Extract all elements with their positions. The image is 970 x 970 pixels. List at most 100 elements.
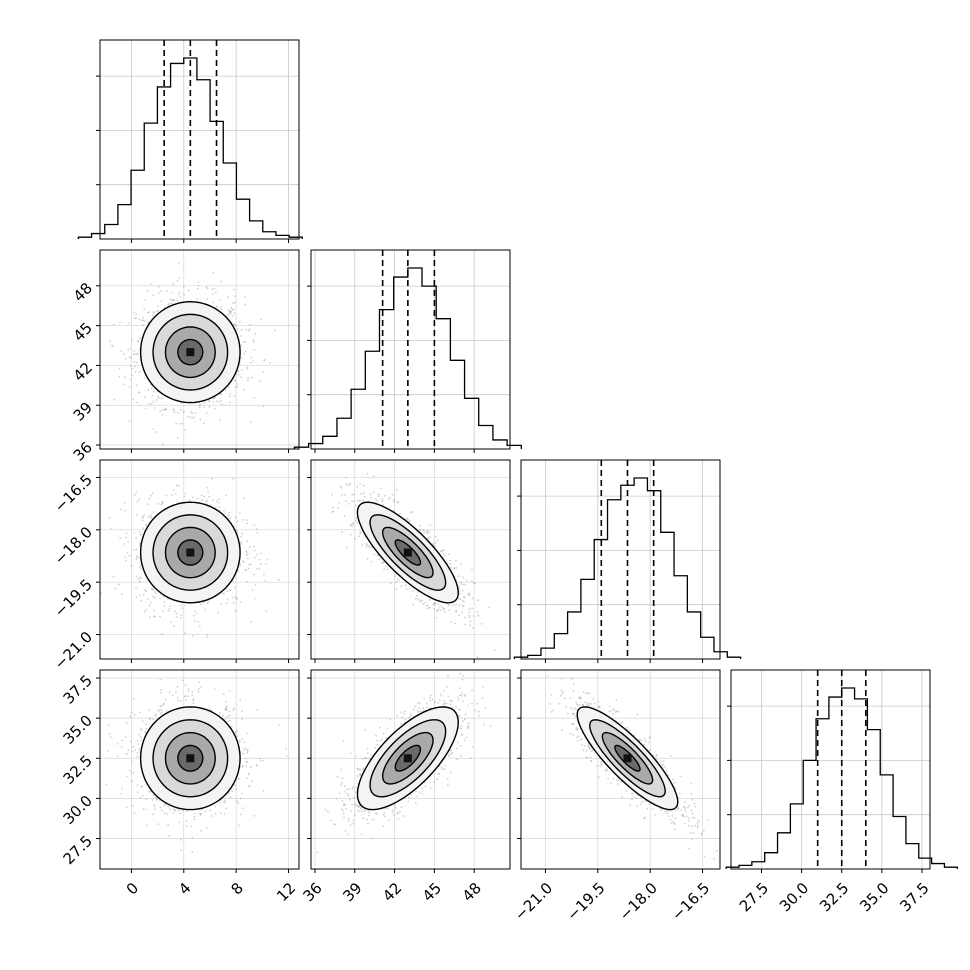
scatter-point [423, 532, 425, 534]
scatter-point [219, 299, 222, 301]
scatter-point [348, 503, 350, 505]
scatter-point [471, 597, 474, 600]
scatter-point [165, 407, 167, 410]
scatter-point [463, 596, 466, 599]
scatter-point [236, 729, 238, 732]
y-tick-label: 39 [70, 399, 96, 425]
scatter-point [474, 582, 477, 585]
scatter-point [395, 488, 398, 491]
scatter-point [339, 485, 342, 488]
scatter-point [208, 400, 211, 403]
scatter-point [462, 605, 465, 608]
scatter-point [146, 503, 149, 505]
scatter-point [140, 599, 142, 602]
scatter-point [152, 311, 155, 313]
scatter-point [213, 407, 216, 410]
scatter-point [266, 559, 268, 561]
scatter-point [253, 573, 256, 576]
scatter-point [349, 534, 352, 536]
scatter-point [110, 527, 113, 530]
scatter-point [153, 407, 156, 409]
scatter-point [136, 401, 138, 404]
scatter-point [219, 393, 222, 396]
scatter-point [200, 494, 203, 496]
scatter-point [237, 328, 239, 330]
scatter-point [121, 739, 124, 742]
scatter-point [200, 603, 202, 606]
scatter-point [197, 281, 200, 283]
scatter-point [455, 559, 457, 562]
scatter-point [143, 514, 146, 516]
scatter-point [210, 504, 212, 506]
scatter-point [191, 635, 194, 637]
scatter-point [254, 333, 256, 335]
scatter-point [244, 303, 247, 306]
scatter-point [119, 321, 121, 324]
scatter-point [138, 391, 141, 394]
scatter-point [470, 580, 473, 583]
scatter-point [393, 499, 395, 501]
scatter-point [455, 567, 457, 569]
scatter-point [356, 485, 359, 488]
scatter-point [193, 815, 196, 818]
scatter-point [246, 580, 248, 583]
scatter-point [129, 356, 131, 359]
y-tick-label: 45 [70, 319, 96, 345]
scatter-point [464, 623, 467, 626]
scatter-point [169, 298, 172, 301]
scatter-point [242, 807, 244, 810]
scatter-point [191, 417, 194, 419]
scatter-point [179, 296, 182, 298]
scatter-point [278, 578, 280, 581]
scatter-point [141, 519, 144, 522]
scatter-point [234, 323, 237, 326]
scatter-point [391, 493, 394, 496]
scatter-point [131, 760, 134, 763]
scatter-point [234, 295, 237, 297]
scatter-point [367, 544, 370, 547]
scatter-point [464, 583, 467, 586]
scatter-point [240, 535, 243, 538]
scatter-point [198, 688, 200, 690]
scatter-point [415, 594, 418, 597]
scatter-point [448, 609, 451, 611]
scatter-point [166, 813, 168, 815]
scatter-point [135, 317, 138, 319]
y-tick-label: 48 [70, 279, 96, 305]
scatter-point [234, 301, 236, 304]
scatter-point [175, 422, 178, 425]
scatter-point [131, 711, 134, 714]
scatter-point [199, 403, 201, 406]
scatter-point [237, 370, 240, 373]
scatter-point [205, 501, 208, 503]
scatter-point [232, 601, 235, 604]
scatter-point [374, 498, 377, 501]
scatter-point [143, 731, 146, 733]
scatter-point [365, 542, 368, 545]
scatter-point [256, 531, 259, 534]
scatter-point [234, 784, 237, 786]
scatter-point [396, 577, 399, 580]
scatter-point [360, 493, 362, 495]
scatter-point [447, 604, 450, 607]
scatter-point [173, 409, 175, 412]
scatter-point [454, 622, 457, 625]
scatter-point [231, 596, 234, 599]
scatter-point [212, 499, 214, 502]
scatter-point [256, 709, 258, 711]
scatter-point [133, 494, 136, 497]
scatter-point [162, 500, 164, 503]
scatter-point [243, 296, 246, 298]
scatter-point [135, 537, 138, 540]
scatter-point [142, 324, 145, 327]
scatter-point [221, 714, 224, 717]
scatter-point [203, 495, 206, 498]
scatter-point [233, 586, 236, 589]
density-peak [403, 548, 412, 557]
scatter-point [468, 592, 471, 595]
scatter-point [192, 496, 195, 499]
scatter-point [138, 576, 141, 579]
scatter-point [285, 747, 287, 750]
scatter-point [174, 610, 177, 613]
scatter-point [233, 707, 236, 710]
